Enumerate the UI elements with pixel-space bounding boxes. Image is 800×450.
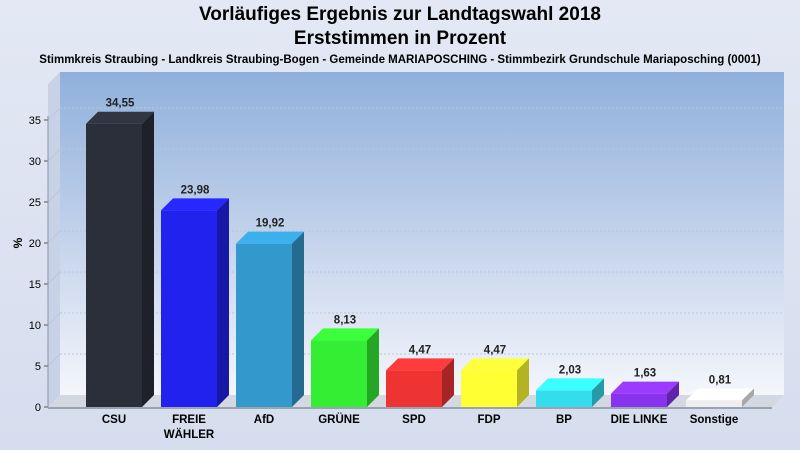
gridline-side [47,353,61,367]
bar-top [311,328,379,341]
bar-side [142,111,154,407]
bar-side [742,388,754,407]
bar-side [292,231,304,407]
bar-value-label: 19,92 [256,218,285,230]
y-tick-label: 30 [29,156,41,168]
chart-subtitle: Erststimmen in Prozent [293,28,507,49]
bar [311,340,367,407]
bar-side [217,198,229,407]
bar [86,123,142,407]
y-tick-label: 10 [29,320,41,332]
bar-value-label: 2,03 [559,364,581,376]
bar [386,370,442,407]
x-tick-label: AfD [254,414,274,426]
y-tick-label: 15 [29,279,41,291]
bar-side [667,381,679,407]
bar-value-label: 1,63 [634,368,656,380]
gridline-side [47,271,61,285]
chart-title: Vorläufiges Ergebnis zur Landtagswahl 20… [199,4,601,25]
y-tick-label: 5 [35,361,41,373]
bar-top [236,231,304,244]
x-tick-label: WÄHLER [164,428,215,441]
y-tick-label: 20 [29,238,41,250]
x-tick-label: SPD [402,414,426,426]
x-tick-label: DIE LINKE [611,414,668,426]
gridline-side [47,312,61,326]
gridline-side [47,189,61,203]
gridline-side [47,107,61,121]
bar-top [161,198,229,211]
plot-floor-edge [48,407,772,409]
bar-side [517,358,529,407]
bar [236,243,292,407]
bar-value-label: 23,98 [181,184,210,196]
bar [611,393,667,407]
bar-side [367,328,379,407]
bar-value-label: 0,81 [709,374,732,386]
bar-top [461,358,529,371]
y-tick-label: 25 [29,197,41,209]
bar [536,390,592,407]
x-tick-label: GRÜNE [318,413,360,426]
bar-value-label: 34,55 [106,98,135,110]
bar-side [442,358,454,407]
bar-side [592,378,604,407]
y-tick-label: 35 [29,115,41,127]
plot-side-wall [48,72,60,407]
bar-top [86,111,154,124]
x-tick-label: Sonstige [690,414,739,426]
x-tick-label: CSU [102,414,126,426]
gridline-side [47,230,61,244]
chart-location: Stimmkreis Straubing - Landkreis Straubi… [39,54,761,66]
bar-value-label: 4,47 [484,344,506,356]
bar-top [686,388,754,401]
x-tick-label: FREIE [172,414,206,426]
bar-value-label: 4,47 [409,344,431,356]
bar-top [536,378,604,391]
bar-top [611,381,679,394]
gridline-side [47,148,61,162]
x-tick-label: BP [556,414,572,426]
x-tick-label: FDP [478,414,501,426]
bar [161,210,217,407]
bar-value-label: 8,13 [334,314,356,326]
y-tick-label: 0 [35,402,41,414]
bar [461,370,517,407]
bar [686,400,742,407]
bar-top [386,358,454,371]
y-axis-label: % [11,237,25,248]
